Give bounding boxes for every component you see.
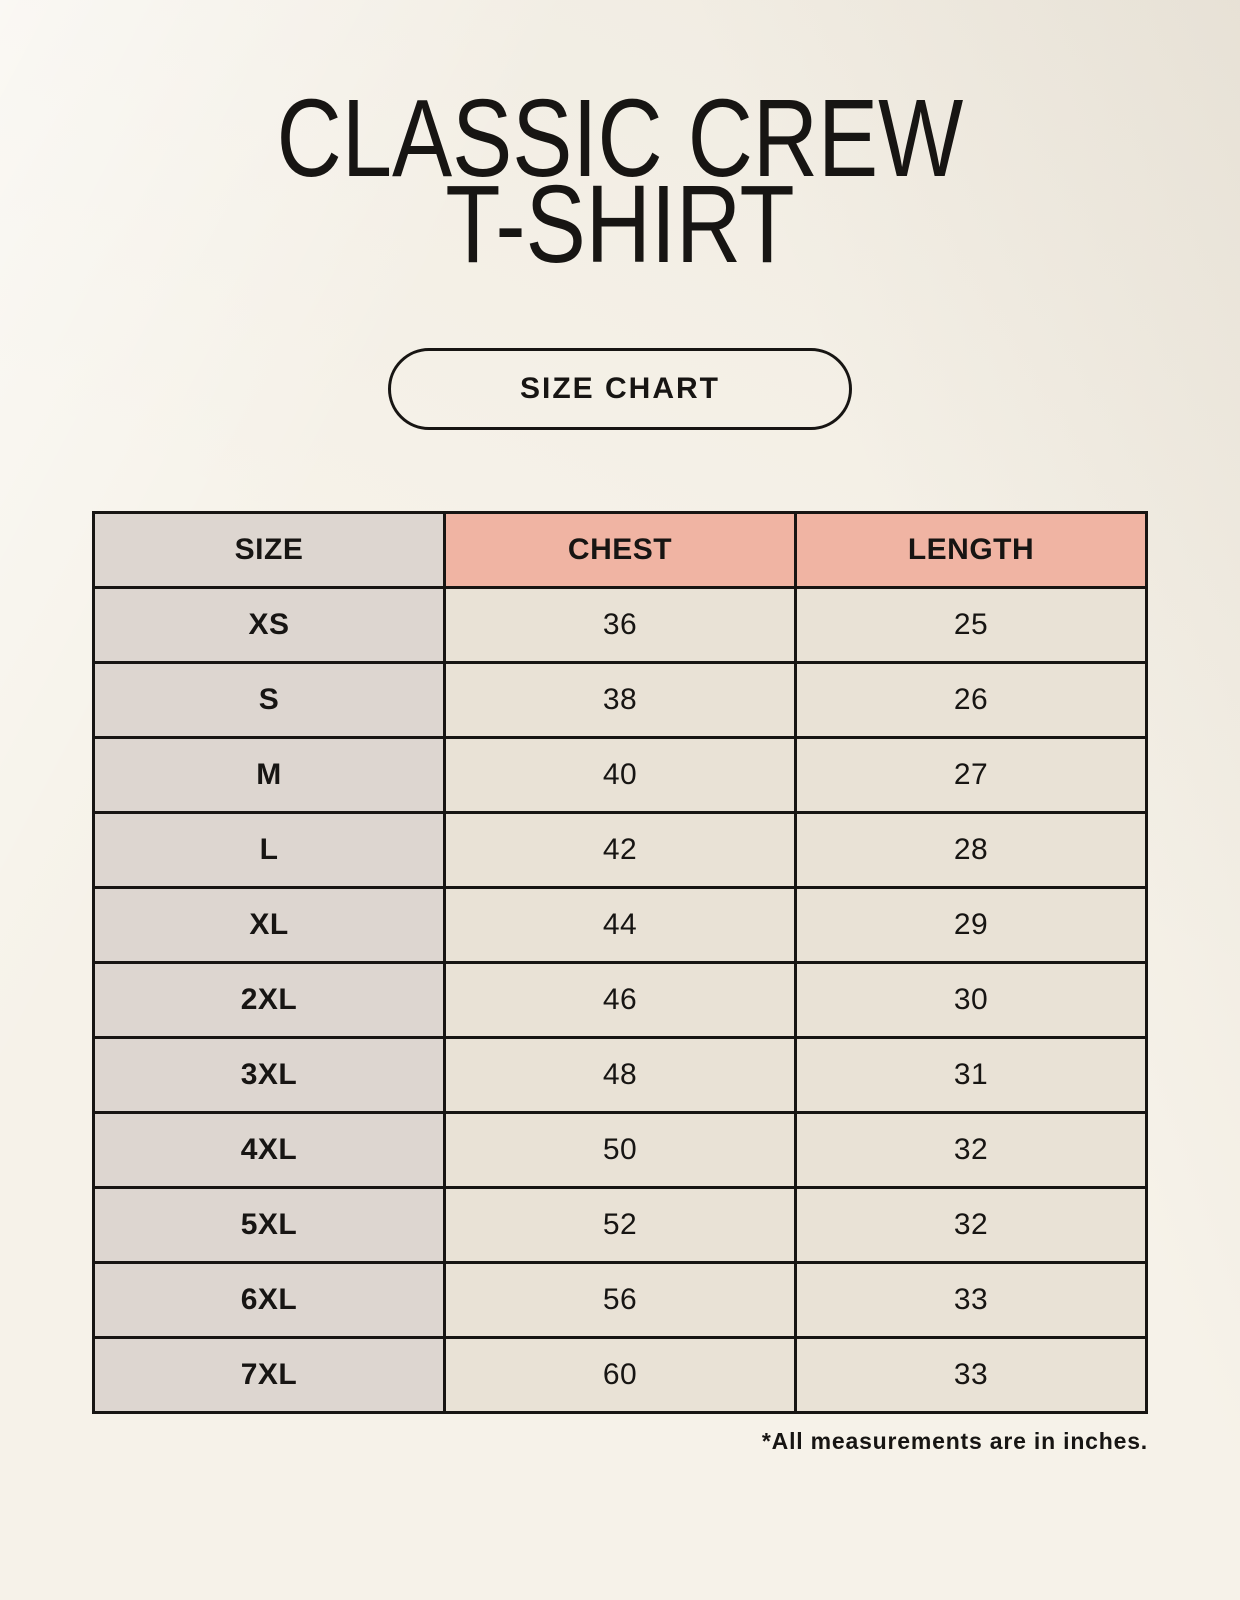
- size-label: S: [92, 660, 446, 739]
- length-value: 33: [794, 1260, 1148, 1339]
- length-value: 27: [794, 735, 1148, 814]
- size-label: 7XL: [92, 1335, 446, 1414]
- chest-value: 40: [443, 735, 797, 814]
- measurements-footnote: *All measurements are in inches.: [761, 1427, 1148, 1454]
- length-value: 33: [794, 1335, 1148, 1414]
- table-row: 5XL 52 32: [92, 1185, 1148, 1264]
- size-label: 2XL: [92, 960, 446, 1039]
- table-row: XL 44 29: [92, 885, 1148, 964]
- table-row: M 40 27: [92, 735, 1148, 814]
- table-row: 4XL 50 32: [92, 1110, 1148, 1189]
- chest-value: 52: [443, 1185, 797, 1264]
- size-label: XS: [92, 585, 446, 664]
- length-value: 31: [794, 1035, 1148, 1114]
- length-value: 28: [794, 810, 1148, 889]
- length-value: 29: [794, 885, 1148, 964]
- chest-value: 46: [443, 960, 797, 1039]
- column-header-size: SIZE: [92, 510, 446, 589]
- table-row: XS 36 25: [92, 585, 1148, 664]
- page-title: CLASSIC CREW T-SHIRT: [0, 0, 1240, 286]
- size-label: M: [92, 735, 446, 814]
- size-chart-table-container: SIZE CHEST LENGTH XS 36 25 S 38 26 M: [92, 510, 1148, 1414]
- chest-value: 56: [443, 1260, 797, 1339]
- size-label: L: [92, 810, 446, 889]
- table-row: 2XL 46 30: [92, 960, 1148, 1039]
- table-row: 6XL 56 33: [92, 1260, 1148, 1339]
- length-value: 32: [794, 1185, 1148, 1264]
- title-line-2: T-SHIRT: [445, 162, 795, 286]
- title-line-1: CLASSIC CREW: [276, 77, 964, 200]
- column-header-length: LENGTH: [794, 510, 1148, 589]
- table-row: L 42 28: [92, 810, 1148, 889]
- table-header-row: SIZE CHEST LENGTH: [92, 510, 1148, 589]
- size-chart-page: CLASSIC CREW T-SHIRT SIZE CHART SIZE CHE…: [0, 0, 1240, 1454]
- length-value: 25: [794, 585, 1148, 664]
- size-chart-button[interactable]: SIZE CHART: [388, 347, 852, 430]
- size-label: 5XL: [92, 1185, 446, 1264]
- size-label: XL: [92, 885, 446, 964]
- length-value: 30: [794, 960, 1148, 1039]
- size-label: 3XL: [92, 1035, 446, 1114]
- column-header-chest: CHEST: [443, 510, 797, 589]
- chest-value: 50: [443, 1110, 797, 1189]
- table-row: 3XL 48 31: [92, 1035, 1148, 1114]
- chest-value: 48: [443, 1035, 797, 1114]
- size-label: 6XL: [92, 1260, 446, 1339]
- chest-value: 60: [443, 1335, 797, 1414]
- chest-value: 38: [443, 660, 797, 739]
- chest-value: 44: [443, 885, 797, 964]
- size-chart-table: SIZE CHEST LENGTH XS 36 25 S 38 26 M: [92, 510, 1148, 1414]
- chest-value: 36: [443, 585, 797, 664]
- table-row: S 38 26: [92, 660, 1148, 739]
- length-value: 26: [794, 660, 1148, 739]
- chest-value: 42: [443, 810, 797, 889]
- length-value: 32: [794, 1110, 1148, 1189]
- table-row: 7XL 60 33: [92, 1335, 1148, 1414]
- size-label: 4XL: [92, 1110, 446, 1189]
